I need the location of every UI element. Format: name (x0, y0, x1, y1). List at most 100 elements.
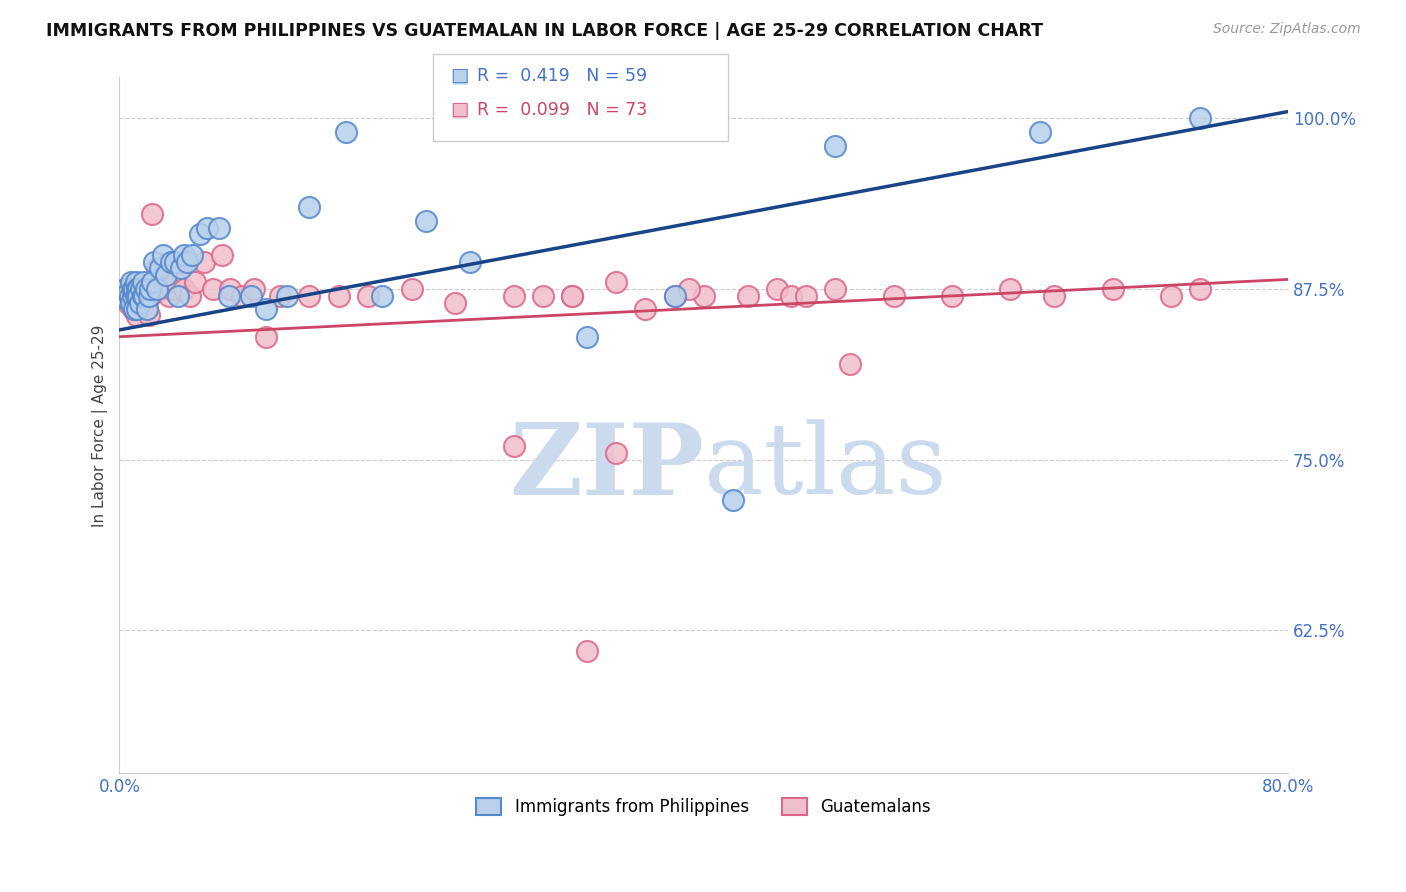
Point (112, 289, 135, 303)
Point (298, 200, 321, 214)
Point (883, 289, 905, 303)
Point (152, 248, 174, 262)
Point (693, 289, 716, 303)
Point (737, 289, 759, 303)
Point (132, 289, 155, 303)
Point (415, 213, 437, 227)
Point (721, 493, 744, 508)
Text: ■: ■ (450, 100, 468, 120)
Point (120, 275, 142, 289)
Point (208, 220, 231, 235)
Point (941, 289, 963, 303)
Point (269, 289, 291, 303)
Point (371, 289, 394, 303)
Point (136, 302, 159, 317)
Point (1189, 112, 1212, 126)
Point (143, 254, 166, 268)
Point (124, 289, 146, 303)
Point (167, 254, 190, 268)
Point (167, 289, 190, 303)
Point (114, 282, 136, 296)
Point (128, 282, 150, 296)
Point (135, 282, 157, 296)
Point (824, 282, 846, 296)
Point (575, 330, 598, 344)
Point (243, 282, 266, 296)
Y-axis label: In Labor Force | Age 25-29: In Labor Force | Age 25-29 (93, 325, 108, 526)
Point (1160, 289, 1182, 303)
Point (131, 282, 153, 296)
Point (170, 261, 193, 276)
Point (141, 207, 163, 221)
Text: □: □ (450, 100, 468, 120)
Point (132, 295, 155, 310)
Point (152, 275, 174, 289)
Point (125, 310, 148, 324)
Point (125, 282, 148, 296)
Text: ZIP: ZIP (509, 418, 704, 516)
Point (184, 275, 207, 289)
Point (139, 289, 162, 303)
Point (134, 289, 156, 303)
Point (824, 138, 846, 153)
Point (159, 254, 181, 268)
Point (120, 289, 142, 303)
Point (335, 125, 357, 139)
Point (1043, 289, 1066, 303)
Point (401, 282, 423, 296)
Point (141, 275, 163, 289)
Point (163, 275, 186, 289)
Point (444, 295, 467, 310)
Point (561, 289, 583, 303)
Point (173, 248, 195, 262)
Point (127, 282, 149, 296)
Point (112, 289, 135, 303)
Text: atlas: atlas (704, 419, 946, 515)
Point (276, 289, 298, 303)
Point (127, 289, 149, 303)
Point (531, 112, 554, 126)
Text: IMMIGRANTS FROM PHILIPPINES VS GUATEMALAN IN LABOR FORCE | AGE 25-29 CORRELATION: IMMIGRANTS FROM PHILIPPINES VS GUATEMALA… (46, 22, 1043, 40)
Point (188, 227, 211, 242)
Point (502, 439, 524, 453)
Point (117, 286, 139, 301)
Point (117, 295, 139, 310)
Point (138, 308, 160, 322)
Point (115, 289, 138, 303)
Point (127, 289, 149, 303)
Point (163, 254, 186, 268)
Point (155, 268, 177, 283)
Point (135, 282, 157, 296)
Text: □: □ (450, 66, 468, 86)
Point (160, 282, 183, 296)
Point (765, 282, 787, 296)
Point (121, 302, 143, 317)
Legend: Immigrants from Philippines, Guatemalans: Immigrants from Philippines, Guatemalans (468, 789, 939, 824)
Point (1189, 282, 1212, 296)
Point (131, 289, 153, 303)
Point (780, 289, 803, 303)
Point (122, 302, 145, 317)
Point (488, 112, 510, 126)
Point (605, 446, 627, 460)
Point (173, 282, 195, 296)
Point (634, 302, 657, 317)
Point (357, 289, 380, 303)
Point (181, 248, 204, 262)
Point (193, 254, 215, 268)
Point (605, 275, 627, 289)
Point (149, 282, 172, 296)
Point (118, 282, 141, 296)
Point (1101, 282, 1123, 296)
Point (458, 254, 481, 268)
Point (120, 295, 142, 310)
Point (201, 282, 224, 296)
Point (664, 289, 686, 303)
Point (122, 295, 145, 310)
Point (1028, 125, 1050, 139)
Point (254, 302, 277, 317)
Point (254, 330, 277, 344)
Point (146, 282, 169, 296)
Point (146, 261, 169, 276)
Point (561, 289, 583, 303)
